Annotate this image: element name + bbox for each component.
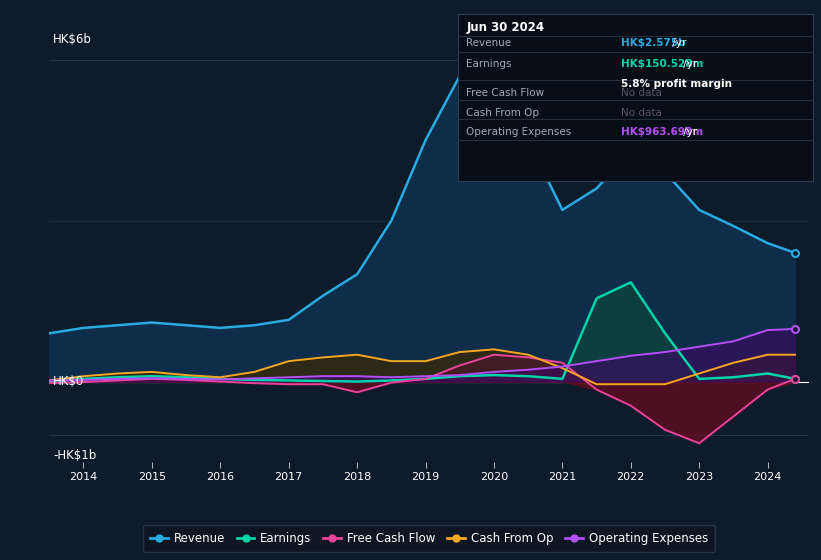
Text: Jun 30 2024: Jun 30 2024 <box>466 21 544 34</box>
Text: No data: No data <box>621 108 663 118</box>
Text: Revenue: Revenue <box>466 38 511 48</box>
Text: /yr: /yr <box>680 127 697 137</box>
Text: HK$0: HK$0 <box>53 375 85 388</box>
Text: HK$150.528m: HK$150.528m <box>621 59 704 69</box>
Text: Operating Expenses: Operating Expenses <box>466 127 571 137</box>
Text: HK$963.698m: HK$963.698m <box>621 127 704 137</box>
Legend: Revenue, Earnings, Free Cash Flow, Cash From Op, Operating Expenses: Revenue, Earnings, Free Cash Flow, Cash … <box>143 525 715 552</box>
Text: 5.8% profit margin: 5.8% profit margin <box>621 78 732 88</box>
Text: No data: No data <box>621 88 663 98</box>
Text: /yr: /yr <box>669 38 686 48</box>
Text: Earnings: Earnings <box>466 59 511 69</box>
Text: /yr: /yr <box>680 59 697 69</box>
Text: Free Cash Flow: Free Cash Flow <box>466 88 544 98</box>
Text: HK$2.575b: HK$2.575b <box>621 38 686 48</box>
Text: Cash From Op: Cash From Op <box>466 108 539 118</box>
Text: -HK$1b: -HK$1b <box>53 449 96 461</box>
Text: HK$6b: HK$6b <box>53 34 92 46</box>
